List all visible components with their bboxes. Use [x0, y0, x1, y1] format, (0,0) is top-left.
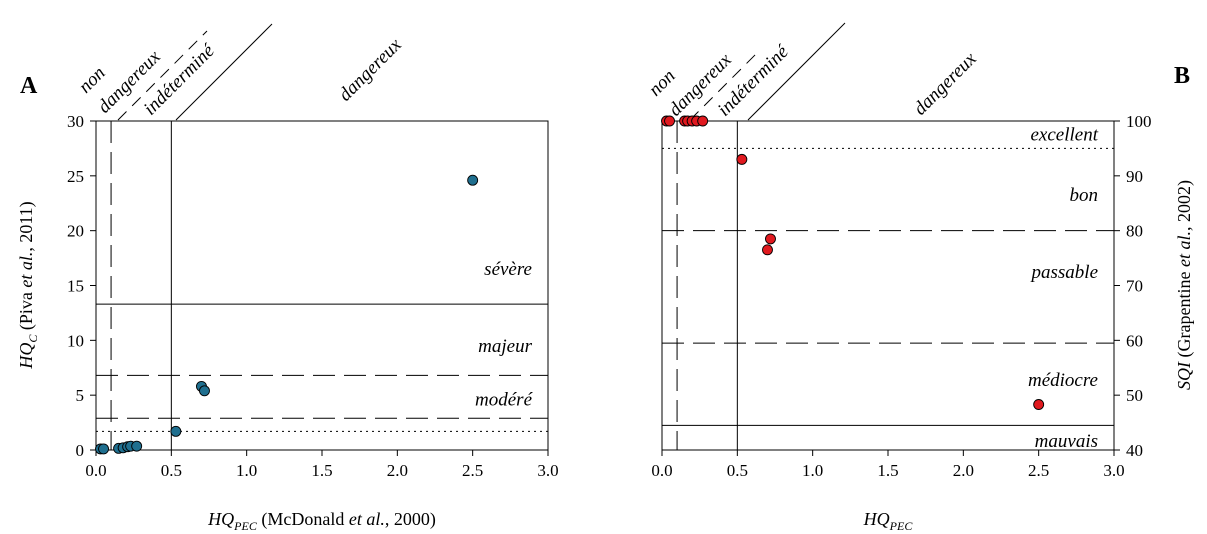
panel-b-y-axis-title: SQI (Grapentine et al., 2002)	[1174, 180, 1195, 390]
panel-b-ylabel-main: SQI	[1174, 361, 1194, 390]
panel-b-zone-label-1: bon	[1070, 185, 1099, 206]
panel-b-y-tick-label-5: 90	[1126, 167, 1143, 186]
panel-b-data-point-8	[762, 244, 773, 256]
panel-b-y-tick-label-4: 80	[1126, 222, 1143, 241]
panel-a-ylabel-italic: et al.	[16, 252, 36, 288]
panel-a-y-tick-label-3: 15	[67, 277, 84, 296]
panel-b-x-tick-label-0: 0.0	[651, 461, 672, 480]
panel-a-data-point-1	[98, 443, 109, 455]
panel-a-xlabel-italic: et al.	[349, 509, 385, 529]
panel-b-zone-label-4: mauvais	[1035, 431, 1098, 452]
panel-a-boundary-dashed-diagonal	[117, 30, 208, 121]
panel-a-x-tick-label-2: 1.0	[236, 461, 257, 480]
panel-b-y-tick-label-0: 40	[1126, 441, 1143, 460]
panel-a-zone-labels: sévère majeur modéré	[475, 259, 534, 411]
panel-b-y-tick-label-6: 100	[1126, 112, 1152, 131]
panel-a-y-axis: 0 5 10 15 20 25 30	[67, 112, 96, 460]
panel-b-threshold-lines	[662, 121, 1114, 450]
panel-b-y-tick-label-3: 70	[1126, 277, 1143, 296]
panel-b-label-indetermine: indéterminé	[714, 40, 794, 120]
panel-b-zone-label-0: excellent	[1030, 125, 1098, 146]
panel-a-zone-label-1: majeur	[478, 336, 532, 357]
panel-a-x-tick-label-5: 2.5	[462, 461, 483, 480]
panel-b-y-axis: 40 50 60 70 80 90 100	[1114, 112, 1152, 460]
panel-b: B non dangereux indéterminé dangereux ex…	[645, 22, 1195, 533]
panel-a-x-axis-title: HQPEC (McDonald et al., 2000)	[207, 509, 436, 533]
panel-a-x-tick-label-1: 0.5	[161, 461, 182, 480]
panel-a-x-tick-label-0: 0.0	[85, 461, 106, 480]
panel-b-y-tick-label-1: 50	[1126, 386, 1143, 405]
panel-a-xlabel-main: HQ	[207, 509, 234, 529]
panel-a-xlabel-sub: PEC	[233, 519, 258, 533]
panel-b-ylabel-italic: et al.	[1174, 231, 1194, 267]
panel-a-x-tick-label-3: 1.5	[311, 461, 332, 480]
panel-b-points	[661, 115, 1045, 410]
panel-b-zone-label-3: médiocre	[1028, 370, 1098, 391]
panel-b-y-tick-label-2: 60	[1126, 331, 1143, 350]
panel-a-x-tick-label-6: 3.0	[537, 461, 558, 480]
panel-b-category-labels: non dangereux indéterminé dangereux	[645, 22, 981, 121]
panel-a-y-tick-label-0: 0	[76, 441, 85, 460]
panel-b-data-point-6	[697, 115, 709, 127]
panel-b-label-dangereux-right: dangereux	[910, 48, 981, 119]
panel-a-category-labels: non dangereux indéterminé dangereux	[75, 23, 406, 121]
panel-a-y-tick-label-2: 10	[67, 331, 84, 350]
panel-a-zone-label-0: sévère	[484, 259, 532, 280]
panel-b-xlabel-main: HQ	[863, 509, 890, 529]
panel-a-threshold-lines	[96, 121, 548, 450]
panel-a-zone-label-2: modéré	[475, 390, 534, 411]
panel-a-y-tick-label-4: 20	[67, 222, 84, 241]
panel-a-ylabel-sub: C	[26, 334, 40, 343]
panel-a-data-point-9	[199, 385, 210, 397]
panel-b-data-point-7	[736, 153, 748, 165]
panel-b-zone-label-2: passable	[1030, 262, 1099, 283]
panel-a-points	[95, 174, 479, 455]
panel-b-x-axis-title: HQPEC	[863, 509, 914, 533]
panel-a-x-axis: 0.0 0.5 1.0 1.5 2.0 2.5 3.0	[85, 450, 559, 480]
panel-b-ylabel-rest-b: , 2002)	[1174, 180, 1195, 231]
panel-b-data-point-10	[1033, 399, 1045, 410]
panel-b-boundary-dashed-diagonal	[689, 49, 761, 121]
panel-a-ylabel-rest-b: , 2011)	[16, 201, 37, 251]
panel-b-x-tick-label-2: 1.0	[802, 461, 823, 480]
panel-a: A non dangereux indéterminé dangereux sé…	[16, 23, 559, 533]
panel-b-plot-frame	[661, 120, 1115, 451]
panel-a-y-tick-label-1: 5	[76, 386, 85, 405]
panel-a-y-tick-label-5: 25	[67, 167, 84, 186]
panel-b-data-point-1	[664, 115, 675, 127]
panel-b-label: B	[1174, 63, 1190, 89]
panel-b-x-tick-label-3: 1.5	[877, 461, 898, 480]
panel-b-x-axis: 0.0 0.5 1.0 1.5 2.0 2.5 3.0	[651, 450, 1125, 480]
panel-b-data-point-9	[765, 233, 776, 245]
panel-a-y-axis-title: HQC (Piva et al., 2011)	[16, 201, 40, 369]
panel-a-ylabel-rest-a: (Piva	[16, 288, 37, 335]
panel-a-xlabel-rest-b: , 2000)	[385, 509, 436, 530]
panel-b-x-tick-label-6: 3.0	[1103, 461, 1124, 480]
panel-b-x-tick-label-4: 2.0	[953, 461, 974, 480]
panel-a-data-point-6	[131, 440, 143, 452]
panel-b-x-tick-label-5: 2.5	[1028, 461, 1049, 480]
panel-a-label: A	[20, 73, 38, 99]
panel-a-boundary-solid-diagonal	[175, 23, 273, 121]
panel-b-xlabel-sub: PEC	[889, 519, 914, 533]
panel-a-x-tick-label-4: 2.0	[387, 461, 408, 480]
panel-a-xlabel-rest-a: (McDonald	[257, 509, 349, 530]
panel-b-boundary-solid-diagonal	[747, 22, 846, 121]
panel-a-y-tick-label-6: 30	[67, 112, 84, 131]
panel-a-data-point-10	[467, 174, 479, 186]
panel-a-data-point-7	[170, 425, 182, 437]
panel-a-ylabel-main: HQ	[16, 343, 36, 370]
panel-a-label-dangereux-right: dangereux	[335, 34, 406, 105]
panel-b-x-tick-label-1: 0.5	[727, 461, 748, 480]
panel-b-zone-labels: excellent bon passable médiocre mauvais	[1028, 125, 1099, 453]
panel-b-ylabel-rest-a: (Grapentine	[1174, 267, 1195, 362]
